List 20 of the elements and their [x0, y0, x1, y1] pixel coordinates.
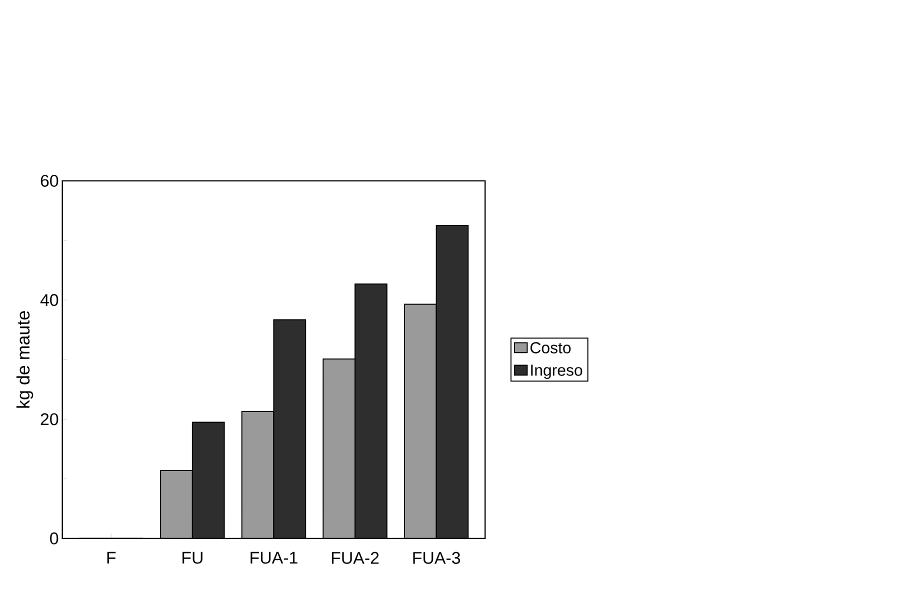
bar [404, 303, 437, 538]
legend-label: Costo [530, 342, 571, 354]
y-tick-label: 0 [50, 532, 58, 544]
bar [323, 358, 356, 538]
y-tick-label: 40 [40, 294, 58, 306]
legend-label: Ingreso [531, 364, 582, 379]
bar [242, 411, 274, 538]
bar [192, 422, 224, 538]
x-tick-label: F [107, 552, 116, 564]
x-tick-label: FU [182, 552, 202, 564]
bar [436, 224, 469, 538]
y-tick-label: 60 [40, 174, 58, 187]
x-tick-label: FUA-1 [250, 552, 298, 564]
y-tick-label: 20 [40, 413, 58, 426]
x-tick-label: FUA-3 [413, 552, 460, 564]
y-axis-title: kg de maute [16, 310, 34, 408]
bar [160, 470, 192, 538]
bar [355, 284, 387, 538]
x-tick-label: FUA-2 [332, 552, 379, 564]
bar [274, 319, 306, 538]
